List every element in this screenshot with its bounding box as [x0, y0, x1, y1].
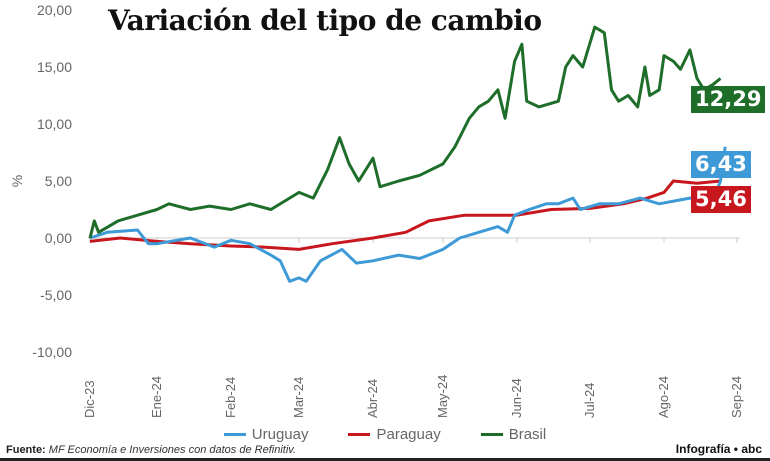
divider	[0, 458, 770, 461]
legend-item-paraguay: Paraguay	[348, 426, 441, 443]
source-note: Fuente: MF Economía e Inversiones con da…	[6, 444, 296, 456]
x-tick-label: Jun-24	[509, 378, 524, 418]
legend-label: Paraguay	[376, 426, 441, 443]
legend-item-uruguay: Uruguay	[223, 426, 309, 443]
source-label: Fuente:	[6, 444, 46, 456]
x-tick-label: May-24	[435, 375, 450, 418]
y-axis: 20,00 15,00 10,00 5,00 0,00 -5,00 -10,00	[32, 2, 72, 360]
y-axis-label: %	[9, 175, 25, 187]
x-tick-label: Mar-24	[291, 377, 306, 418]
x-axis: Dic-23 Ene-24 Feb-24 Mar-24 Abr-24 May-24 Jun-…	[82, 237, 744, 418]
y-tick-label: 15,00	[37, 59, 72, 75]
legend-label: Uruguay	[251, 426, 309, 443]
legend-swatch	[223, 433, 246, 436]
paraguay-end-label: 5,46	[691, 186, 751, 213]
x-tick-label: Ene-24	[149, 376, 164, 418]
uruguay-end-label: 6,43	[691, 151, 751, 178]
x-tick-label: Feb-24	[223, 377, 238, 418]
brasil-end-label: 12,29	[691, 86, 766, 113]
y-tick-label: -10,00	[32, 344, 72, 360]
y-tick-label: -5,00	[40, 287, 72, 303]
brand-logo: Infografía • abc	[675, 442, 762, 456]
series-lines	[88, 25, 727, 283]
legend-item-brasil: Brasil	[480, 426, 547, 443]
legend-label: Brasil	[508, 426, 547, 443]
legend-swatch	[348, 433, 371, 436]
legend: Uruguay Paraguay Brasil	[0, 426, 770, 443]
y-tick-label: 10,00	[37, 116, 72, 132]
y-tick-label: 5,00	[45, 173, 72, 189]
y-tick-label: 0,00	[45, 230, 72, 246]
series-line-uruguay	[89, 146, 727, 283]
chart-title: Variación del tipo de cambio	[108, 4, 542, 37]
source-text: MF Economía e Inversiones con datos de R…	[48, 444, 297, 456]
y-tick-label: 20,00	[37, 2, 72, 18]
x-tick-label: Sep-24	[729, 376, 744, 418]
x-tick-label: Jul-24	[582, 383, 597, 418]
x-tick-label: Dic-23	[82, 380, 97, 418]
x-tick-label: Ago-24	[656, 376, 671, 418]
x-tick-label: Abr-24	[365, 379, 380, 418]
legend-swatch	[480, 433, 503, 436]
series-line-brasil	[88, 25, 722, 239]
